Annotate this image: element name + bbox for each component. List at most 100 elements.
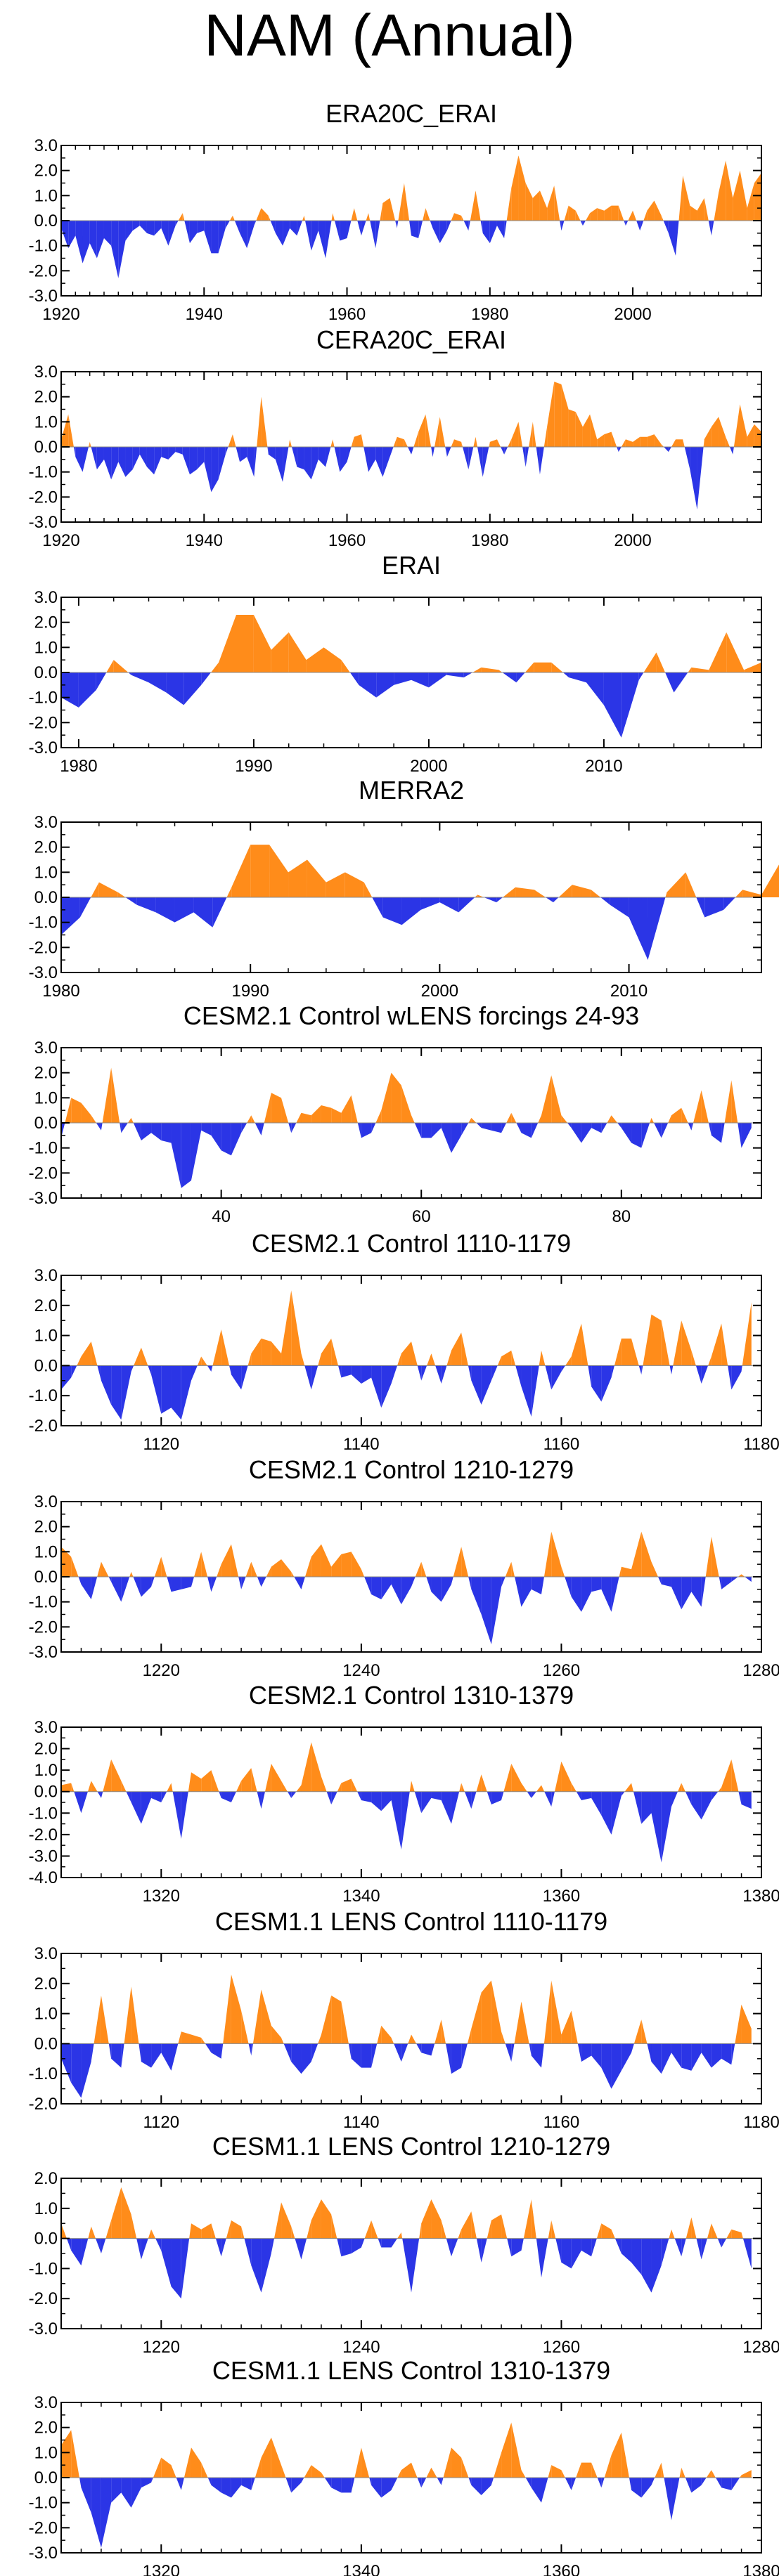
positive-area [585, 213, 591, 221]
negative-area [681, 2238, 686, 2257]
y-tick-label: -2.0 [29, 713, 58, 732]
negative-area [331, 1791, 337, 1805]
positive-area [341, 660, 350, 672]
negative-area [611, 1791, 622, 1835]
negative-area [261, 1791, 265, 1809]
negative-area [394, 672, 411, 685]
negative-area [742, 2238, 752, 2269]
y-tick-label: 2.0 [34, 1518, 58, 1537]
negative-area [491, 1577, 502, 1645]
chart-panel-11: CESM1.1 LENS Control 1310-1379 3.0 2.0 1.0 0… [29, 2356, 779, 2576]
positive-area [271, 632, 289, 672]
y-tick-label: -3.0 [29, 1847, 58, 1866]
positive-area [226, 2220, 231, 2239]
y-tick-label: 1.0 [34, 1542, 58, 1561]
positive-area [501, 2214, 508, 2239]
positive-area [453, 439, 462, 447]
negative-area [182, 447, 190, 475]
negative-area [161, 2043, 172, 2071]
positive-area [607, 1115, 612, 1123]
negative-area [691, 2478, 702, 2493]
positive-area [611, 2229, 615, 2239]
positive-area [738, 1574, 742, 1577]
negative-area [283, 447, 289, 482]
negative-area [301, 1577, 305, 1589]
positive-area [505, 1561, 512, 1577]
negative-area [125, 447, 133, 477]
negative-area [395, 221, 397, 228]
y-tick-label: -3.0 [29, 1189, 58, 1208]
negative-area [671, 1791, 678, 1807]
positive-area [421, 2199, 432, 2239]
negative-area [551, 1365, 562, 1390]
negative-area [489, 221, 497, 244]
negative-area [81, 2238, 89, 2266]
x-tick-label: 1320 [143, 2562, 180, 2576]
positive-area [307, 859, 326, 897]
negative-area [496, 897, 503, 903]
positive-area [330, 439, 333, 447]
negative-area [638, 672, 644, 680]
positive-area [724, 1080, 732, 1123]
positive-area [105, 2220, 112, 2239]
y-tick-label: 1.0 [34, 863, 58, 882]
positive-area [441, 2220, 446, 2239]
negative-area [446, 447, 451, 457]
y-tick-label: 2.0 [34, 1975, 58, 1993]
negative-area [146, 221, 155, 236]
negative-area [522, 447, 526, 467]
negative-area [571, 2478, 577, 2490]
positive-area [321, 1338, 332, 1366]
negative-area [75, 221, 83, 264]
positive-area [735, 890, 743, 897]
positive-area [318, 1353, 321, 1366]
positive-area [153, 2457, 162, 2478]
negative-area [96, 672, 107, 690]
positive-area [501, 2031, 506, 2044]
negative-area [218, 447, 226, 480]
negative-area [96, 221, 104, 259]
negative-area [349, 672, 359, 685]
negative-area [301, 2238, 307, 2260]
positive-area [131, 2214, 137, 2239]
negative-area [401, 897, 421, 925]
negative-area [132, 221, 140, 231]
negative-area [515, 1365, 522, 1387]
negative-area [125, 897, 137, 905]
negative-area [654, 1123, 662, 1138]
y-tick-label: 0.0 [34, 1114, 58, 1133]
negative-area [511, 2043, 515, 2062]
negative-area [132, 447, 140, 470]
negative-area [361, 2238, 365, 2248]
negative-area [151, 1791, 162, 1802]
positive-area [411, 2462, 418, 2478]
negative-area [417, 1365, 422, 1381]
positive-area [633, 2019, 642, 2044]
negative-area [463, 221, 469, 231]
negative-area [701, 1365, 709, 1384]
positive-area [471, 1117, 477, 1123]
negative-area [420, 897, 440, 910]
negative-area [101, 1365, 112, 1405]
negative-area [539, 447, 544, 475]
positive-area [661, 1320, 670, 1366]
positive-area [473, 436, 476, 447]
negative-area [167, 1577, 172, 1592]
negative-area [491, 2478, 494, 2485]
x-tick-label: 1160 [543, 1435, 580, 1454]
negative-area [371, 1123, 376, 1133]
negative-area [731, 1365, 742, 1390]
positive-area [481, 667, 499, 672]
positive-area [554, 1761, 562, 1792]
y-tick-label: -1.0 [29, 1139, 58, 1158]
negative-area [234, 221, 240, 233]
negative-area [176, 2478, 181, 2490]
negative-area [451, 2238, 458, 2257]
x-tick-label: 1260 [543, 1661, 580, 1680]
positive-area [354, 2447, 361, 2478]
negative-area [244, 2238, 252, 2266]
negative-area [601, 2043, 612, 2089]
positive-area [201, 2223, 212, 2239]
negative-area [81, 2478, 91, 2513]
negative-area [215, 2238, 221, 2257]
